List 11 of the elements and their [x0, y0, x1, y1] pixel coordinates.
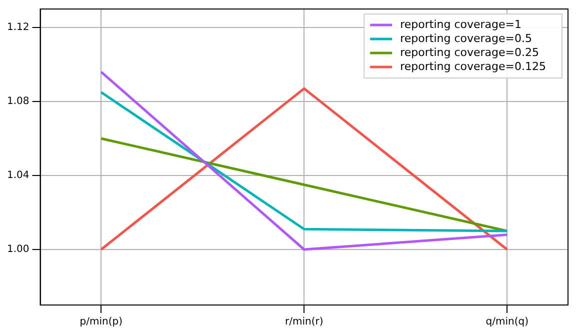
x-tick-label: p/min(p)	[80, 316, 123, 328]
legend-label: reporting coverage=0.25	[400, 46, 540, 59]
y-tick-label: 1.12	[7, 22, 30, 34]
x-tick-label: q/min(q)	[486, 316, 529, 328]
y-tick-label: 1.00	[7, 244, 30, 256]
legend-label: reporting coverage=0.125	[400, 60, 546, 73]
y-tick-label: 1.08	[7, 96, 30, 108]
x-tick-label: r/min(r)	[285, 316, 324, 328]
legend-label: reporting coverage=0.5	[400, 32, 532, 45]
y-tick-label: 1.04	[7, 170, 30, 182]
legend-label: reporting coverage=1	[400, 18, 522, 31]
